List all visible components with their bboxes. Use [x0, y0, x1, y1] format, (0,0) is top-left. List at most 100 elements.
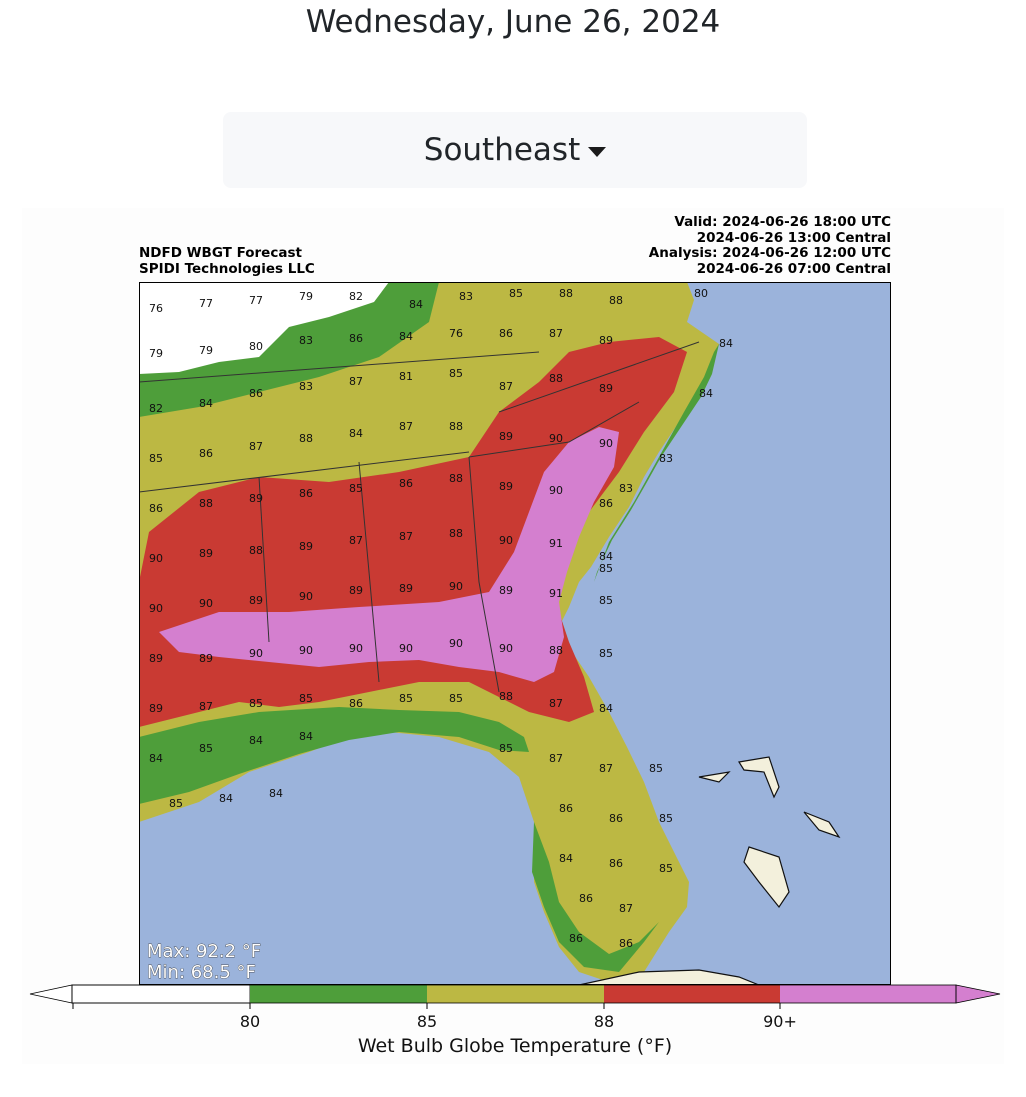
svg-text:89: 89 — [249, 594, 263, 607]
svg-text:82: 82 — [149, 402, 163, 415]
min-value-label: Min: 68.5 °F — [147, 962, 256, 983]
svg-text:84: 84 — [599, 550, 613, 563]
region-80-85-atlantic-coast — [594, 344, 719, 582]
svg-text:85: 85 — [149, 452, 163, 465]
svg-text:79: 79 — [299, 290, 313, 303]
svg-text:89: 89 — [499, 480, 513, 493]
colorbar-tick-85: 85 — [417, 1012, 437, 1031]
svg-text:89: 89 — [199, 652, 213, 665]
svg-text:90: 90 — [399, 642, 413, 655]
wbgt-forecast-figure: NDFD WBGT Forecast SPIDI Technologies LL… — [22, 208, 1004, 1064]
svg-text:89: 89 — [499, 430, 513, 443]
max-value-label: Max: 92.2 °F — [147, 941, 261, 962]
valid-time-utc: Valid: 2024-06-26 18:00 UTC — [674, 214, 891, 230]
map-title: NDFD WBGT Forecast — [139, 245, 302, 261]
svg-text:85: 85 — [659, 812, 673, 825]
svg-text:88: 88 — [299, 432, 313, 445]
colorbar: 80 85 88 90+ Wet Bulb Globe Temperature … — [29, 984, 1001, 1057]
colorbar-80-85 — [250, 985, 427, 1003]
svg-text:85: 85 — [499, 742, 513, 755]
colorbar-below-80 — [71, 984, 251, 1004]
svg-text:85: 85 — [169, 797, 183, 810]
region-dropdown-label: Southeast — [423, 132, 581, 168]
svg-text:86: 86 — [619, 937, 633, 950]
svg-text:89: 89 — [249, 492, 263, 505]
svg-text:90: 90 — [599, 437, 613, 450]
map-frame — [139, 282, 891, 985]
svg-text:89: 89 — [499, 584, 513, 597]
svg-text:85: 85 — [299, 692, 313, 705]
svg-text:79: 79 — [199, 344, 213, 357]
svg-text:84: 84 — [249, 734, 263, 747]
bahamas-island-4 — [698, 771, 731, 783]
svg-text:83: 83 — [299, 334, 313, 347]
svg-text:90: 90 — [299, 644, 313, 657]
svg-text:84: 84 — [199, 397, 213, 410]
svg-text:89: 89 — [149, 702, 163, 715]
svg-text:90: 90 — [449, 637, 463, 650]
svg-text:90: 90 — [299, 590, 313, 603]
svg-text:89: 89 — [299, 540, 313, 553]
svg-text:80: 80 — [249, 340, 263, 353]
svg-text:88: 88 — [449, 420, 463, 433]
svg-text:85: 85 — [659, 862, 673, 875]
bahamas-island-2 — [743, 846, 790, 909]
svg-text:90: 90 — [149, 552, 163, 565]
svg-text:79: 79 — [149, 347, 163, 360]
bahamas-island-1 — [738, 756, 780, 799]
svg-text:83: 83 — [659, 452, 673, 465]
region-dropdown[interactable]: Southeast — [223, 112, 807, 188]
colorbar-90-plus — [780, 985, 956, 1003]
svg-text:84: 84 — [219, 792, 233, 805]
region-80-85-florida — [532, 822, 659, 972]
svg-text:86: 86 — [349, 332, 363, 345]
state-boundaries — [139, 341, 700, 693]
region-below-80 — [139, 282, 389, 374]
svg-text:87: 87 — [599, 762, 613, 775]
svg-text:86: 86 — [299, 487, 313, 500]
svg-text:84: 84 — [559, 852, 573, 865]
colorbar-title: Wet Bulb Globe Temperature (°F) — [358, 1035, 672, 1057]
svg-text:82: 82 — [349, 290, 363, 303]
svg-text:86: 86 — [199, 447, 213, 460]
colorbar-tick-90-plus: 90+ — [763, 1012, 797, 1031]
svg-text:84: 84 — [269, 787, 283, 800]
map-timestamps: Valid: 2024-06-26 18:00 UTC 2024-06-26 1… — [649, 214, 891, 277]
svg-text:84: 84 — [349, 427, 363, 440]
page-date-heading: Wednesday, June 26, 2024 — [305, 4, 721, 40]
svg-text:87: 87 — [349, 534, 363, 547]
svg-text:88: 88 — [559, 287, 573, 300]
svg-text:87: 87 — [399, 530, 413, 543]
svg-text:90: 90 — [249, 647, 263, 660]
svg-text:89: 89 — [149, 652, 163, 665]
analysis-time-central: 2024-06-26 07:00 Central — [696, 260, 891, 277]
svg-text:83: 83 — [619, 482, 633, 495]
svg-text:91: 91 — [549, 587, 563, 600]
svg-text:86: 86 — [499, 327, 513, 340]
svg-text:87: 87 — [499, 380, 513, 393]
svg-text:83: 83 — [459, 290, 473, 303]
map-title-block: NDFD WBGT Forecast SPIDI Technologies LL… — [139, 245, 315, 277]
region-90-plus — [159, 427, 619, 682]
colorbar-ticks — [72, 1003, 781, 1009]
svg-text:85: 85 — [599, 647, 613, 660]
svg-text:91: 91 — [549, 537, 563, 550]
svg-text:90: 90 — [149, 602, 163, 615]
svg-text:90: 90 — [499, 642, 513, 655]
svg-text:88: 88 — [249, 544, 263, 557]
svg-text:85: 85 — [449, 692, 463, 705]
svg-text:85: 85 — [399, 692, 413, 705]
svg-text:84: 84 — [409, 298, 423, 311]
svg-text:88: 88 — [549, 644, 563, 657]
svg-text:88: 88 — [549, 372, 563, 385]
svg-text:89: 89 — [599, 382, 613, 395]
svg-text:86: 86 — [609, 812, 623, 825]
svg-text:85: 85 — [509, 287, 523, 300]
svg-text:90: 90 — [449, 580, 463, 593]
svg-text:90: 90 — [499, 534, 513, 547]
svg-text:85: 85 — [249, 697, 263, 710]
svg-text:86: 86 — [609, 857, 623, 870]
svg-text:84: 84 — [149, 752, 163, 765]
svg-text:87: 87 — [199, 700, 213, 713]
svg-text:85: 85 — [599, 594, 613, 607]
